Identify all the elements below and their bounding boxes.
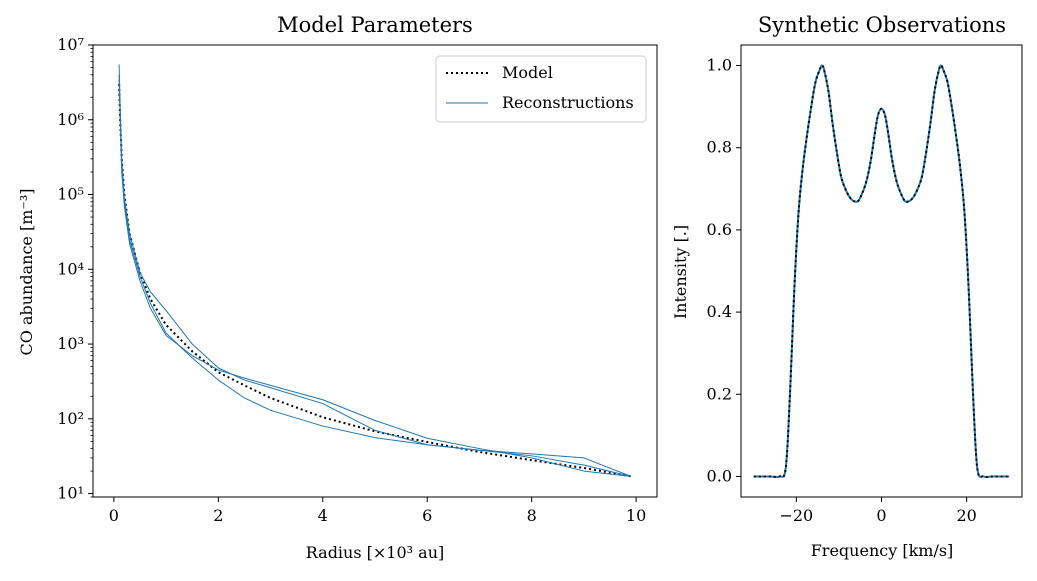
left-series-line-2 bbox=[118, 74, 632, 477]
left-y-tick-label: 10⁶ bbox=[57, 110, 84, 129]
left-x-tick-label: 4 bbox=[318, 506, 328, 525]
y-axis-label-right: Intensity [.] bbox=[671, 225, 690, 319]
left-x-tick-label: 0 bbox=[109, 506, 119, 525]
right-y-tick-label: 0.6 bbox=[707, 220, 732, 239]
left-x-tick-label: 8 bbox=[527, 506, 537, 525]
left-series-line-1 bbox=[118, 64, 632, 477]
left-series-lines bbox=[118, 64, 632, 478]
left-y-tick-label: 10¹ bbox=[57, 484, 84, 503]
left-y-tick-label: 10³ bbox=[57, 334, 84, 353]
legend-box bbox=[435, 55, 647, 123]
left-series-line-0 bbox=[118, 84, 632, 478]
right-x-tick-label: 0 bbox=[876, 506, 886, 525]
panel-synthetic-observations: Synthetic Observations Frequency [km/s] … bbox=[671, 13, 1023, 560]
left-y-tick-label: 10² bbox=[57, 409, 84, 428]
legend: Model Reconstructions bbox=[435, 55, 647, 123]
left-x-tick-label: 10 bbox=[626, 506, 646, 525]
left-y-tick-label: 10⁴ bbox=[57, 259, 84, 278]
chart-title-left: Model Parameters bbox=[277, 13, 473, 37]
left-plot-frame bbox=[92, 44, 658, 498]
legend-reconstructions-label: Reconstructions bbox=[502, 93, 634, 112]
x-axis-label-left: Radius [×10³ au] bbox=[306, 543, 445, 562]
right-y-tick-label: 0.4 bbox=[707, 302, 732, 321]
left-x-tick-label: 2 bbox=[213, 506, 223, 525]
right-series-line-0 bbox=[753, 64, 1010, 479]
x-axis-label-right: Frequency [km/s] bbox=[811, 541, 954, 560]
right-plot-frame bbox=[740, 44, 1023, 498]
left-series-line-3 bbox=[118, 79, 631, 477]
y-axis-label-left: CO abundance [m⁻³] bbox=[17, 189, 36, 356]
right-y-tick-label: 1.0 bbox=[707, 56, 732, 75]
left-axis-ticks: 0 2 4 6 8 10 10¹ 10² 10³ 10⁴ 10⁵ 10⁶ 10⁷ bbox=[57, 35, 646, 525]
right-x-tick-label: −20 bbox=[779, 506, 813, 525]
right-y-tick-label: 0.2 bbox=[707, 384, 732, 403]
chart-title-right: Synthetic Observations bbox=[758, 13, 1006, 37]
right-x-tick-label: 20 bbox=[956, 506, 976, 525]
left-y-tick-label: 10⁷ bbox=[57, 35, 84, 54]
right-axis-ticks: −20 0 20 0.0 0.2 0.4 0.6 0.8 1.0 bbox=[707, 56, 977, 525]
left-y-tick-label: 10⁵ bbox=[57, 185, 84, 204]
legend-model-label: Model bbox=[502, 63, 553, 82]
right-y-tick-label: 0.0 bbox=[707, 466, 732, 485]
panel-model-parameters: Model Parameters Radius [×10³ au] CO abu… bbox=[17, 13, 658, 562]
left-x-tick-label: 6 bbox=[422, 506, 432, 525]
right-series-lines bbox=[753, 64, 1010, 479]
right-series-line-1 bbox=[753, 64, 1010, 479]
right-y-tick-label: 0.8 bbox=[707, 138, 732, 157]
